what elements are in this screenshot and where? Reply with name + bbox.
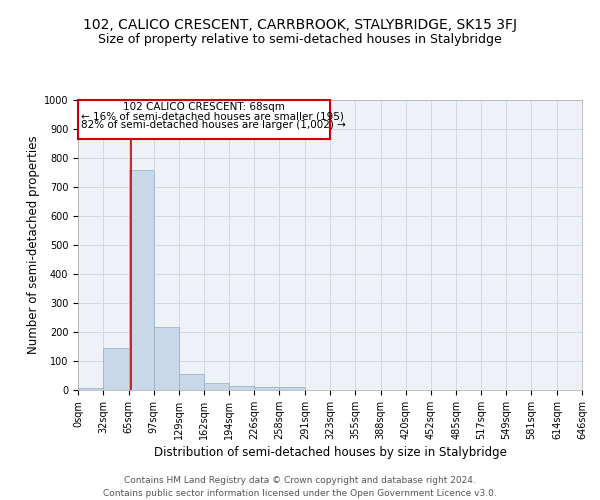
Text: Size of property relative to semi-detached houses in Stalybridge: Size of property relative to semi-detach… <box>98 32 502 46</box>
Bar <box>229 386 254 390</box>
Bar <box>103 348 129 390</box>
Text: 102, CALICO CRESCENT, CARRBROOK, STALYBRIDGE, SK15 3FJ: 102, CALICO CRESCENT, CARRBROOK, STALYBR… <box>83 18 517 32</box>
Text: 102 CALICO CRESCENT: 68sqm: 102 CALICO CRESCENT: 68sqm <box>123 102 285 113</box>
Bar <box>154 327 179 390</box>
Bar <box>254 387 279 390</box>
Text: ← 16% of semi-detached houses are smaller (195): ← 16% of semi-detached houses are smalle… <box>81 111 344 121</box>
Text: Contains public sector information licensed under the Open Government Licence v3: Contains public sector information licen… <box>103 489 497 498</box>
Text: Contains HM Land Registry data © Crown copyright and database right 2024.: Contains HM Land Registry data © Crown c… <box>124 476 476 485</box>
Bar <box>78 100 330 139</box>
Bar <box>205 383 229 390</box>
Bar <box>129 170 154 390</box>
Bar <box>78 388 103 390</box>
Y-axis label: Number of semi-detached properties: Number of semi-detached properties <box>26 136 40 354</box>
Bar <box>279 387 305 390</box>
X-axis label: Distribution of semi-detached houses by size in Stalybridge: Distribution of semi-detached houses by … <box>154 446 506 459</box>
Text: 82% of semi-detached houses are larger (1,002) →: 82% of semi-detached houses are larger (… <box>81 120 346 130</box>
Bar <box>179 374 205 390</box>
